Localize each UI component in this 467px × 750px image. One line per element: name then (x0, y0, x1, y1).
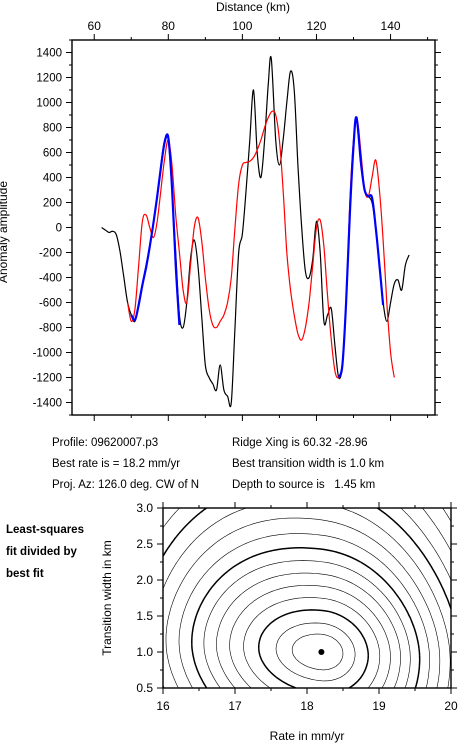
contour-level-4 (229, 585, 391, 688)
profile-y-tick-label: 0 (56, 223, 62, 235)
profile-x-tick-label: 140 (381, 19, 401, 33)
contour-level-9 (165, 517, 441, 688)
series-line-fit-window (130, 133, 181, 326)
profile-x-tick-label: 80 (162, 19, 176, 33)
best-transition-width-text: Best transition width is 1.0 km (232, 458, 385, 470)
contour-axis-ticks: 16 17 18 19 20 0.5 1.0 1.5 2.0 2.5 3.0 (136, 501, 458, 713)
contour-y-tick-label: 2.5 (136, 537, 153, 551)
profile-x-tick-label: 100 (232, 19, 252, 33)
profile-y-tick-label: -1000 (33, 348, 62, 360)
contour-y-axis-label: Transition width in km (100, 540, 114, 656)
contour-level-12 (163, 508, 451, 580)
contour-x-tick-label: 16 (156, 699, 170, 713)
contour-lines (163, 508, 451, 688)
contour-x-tick-label: 19 (372, 699, 386, 713)
profile-plot-frame (71, 39, 436, 416)
contour-x-tick-label: 20 (444, 699, 458, 713)
contour-level-5 (216, 572, 401, 688)
misfit-note-line-2: fit divided by (6, 546, 77, 558)
contour-y-tick-label: 0.5 (136, 681, 153, 695)
profile-x-axis-label: Distance (km) (216, 0, 290, 14)
contour-level-14 (442, 508, 451, 522)
ridge-crossing-text: Ridge Xing is 60.32 -28.96 (232, 437, 368, 449)
contour-level-7 (191, 547, 421, 688)
contour-level-13 (422, 508, 451, 552)
contour-y-tick-label: 1.5 (136, 609, 153, 623)
profile-x-tick-label: 120 (306, 19, 326, 33)
contour-level-3 (243, 597, 381, 688)
profile-y-tick-label: -1400 (33, 398, 62, 410)
projection-azimuth-text: Proj. Az: 126.0 deg. CW of N (52, 479, 200, 491)
profile-y-tick-label: 1000 (36, 98, 62, 110)
contour-y-tick-label: 1.0 (136, 645, 153, 659)
contour-level-11 (163, 508, 451, 610)
profile-y-tick-label: -1200 (33, 373, 62, 385)
profile-y-tick-label: 800 (43, 123, 62, 135)
misfit-note-line-1: Least-squares (6, 524, 84, 536)
profile-y-tick-label: -600 (39, 298, 62, 310)
profile-y-tick-label: -800 (39, 323, 62, 335)
profile-y-tick-label: 200 (43, 198, 62, 210)
contour-level-1 (275, 622, 356, 682)
series-line-observed (101, 56, 410, 408)
profile-y-axis-label: Anomaly amplitude (0, 181, 10, 283)
misfit-contour-chart: 16 17 18 19 20 0.5 1.0 1.5 2.0 2.5 3.0 Rate in mm/… (100, 501, 458, 743)
profile-axis-ticks: 60 80 100 120 140 1400 1200 1000 800 600 400 200 0 -2… (33, 19, 441, 421)
contour-level-6 (203, 560, 411, 688)
best-rate-text: Best rate is = 18.2 mm/yr (52, 458, 181, 470)
best-fit-marker (318, 649, 325, 655)
profile-y-tick-label: 1200 (36, 73, 62, 85)
series-line-fit-window (337, 116, 385, 378)
profile-y-tick-label: 1400 (36, 48, 62, 60)
profile-y-tick-label: -400 (39, 273, 62, 285)
contour-x-tick-label: 17 (228, 699, 242, 713)
misfit-note-line-3: best fit (6, 568, 44, 580)
profile-y-tick-label: 400 (43, 173, 62, 185)
contour-y-tick-label: 3.0 (136, 501, 153, 515)
contour-x-tick-label: 18 (300, 699, 314, 713)
profile-y-tick-label: 600 (43, 148, 62, 160)
contour-y-tick-label: 2.0 (136, 573, 153, 587)
depth-to-source-text: Depth to source is 1.45 km (232, 479, 376, 491)
contour-level-2 (257, 609, 370, 688)
series-line-model (127, 110, 395, 379)
anomaly-profile-chart: Distance (km) Anomaly amplitude 60 80 100 1… (0, 0, 441, 421)
contour-x-axis-label: Rate in mm/yr (270, 729, 345, 743)
contour-level-0 (291, 633, 344, 671)
profile-name-text: Profile: 09620007.p3 (52, 437, 159, 449)
profile-series (101, 56, 410, 408)
profile-x-tick-label: 60 (88, 19, 102, 33)
contour-level-8 (178, 533, 430, 688)
profile-y-tick-label: -200 (39, 248, 62, 260)
